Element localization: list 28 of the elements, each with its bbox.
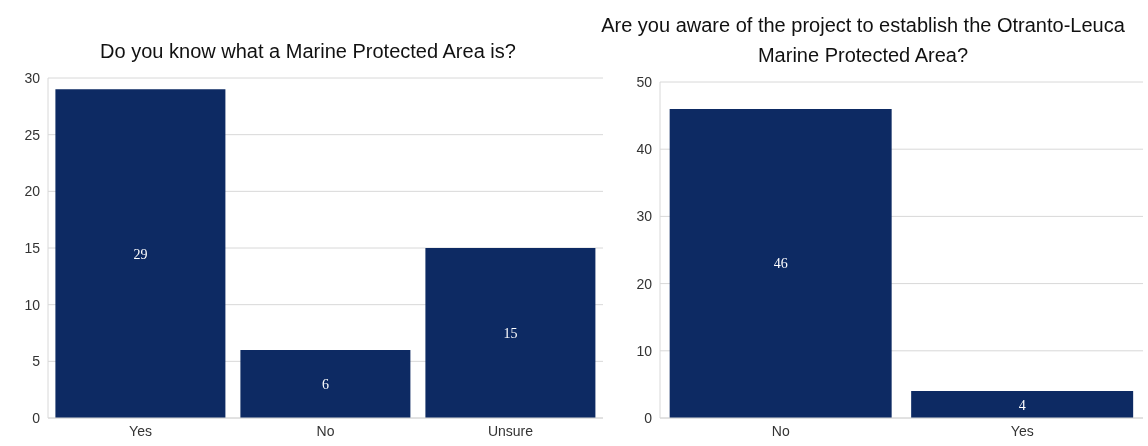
y-tick-label: 40 bbox=[636, 141, 653, 158]
x-tick-label: Yes bbox=[1010, 422, 1034, 439]
y-tick-label: 5 bbox=[32, 353, 41, 370]
y-tick-label: 30 bbox=[636, 208, 653, 225]
y-tick-label: 20 bbox=[24, 183, 41, 200]
x-tick-label: No bbox=[771, 422, 790, 439]
data-label: 6 bbox=[321, 376, 329, 392]
y-tick-label: 20 bbox=[636, 275, 653, 292]
x-tick-label: Unsure bbox=[487, 422, 534, 439]
data-label: 29 bbox=[133, 246, 148, 262]
y-tick-label: 50 bbox=[636, 73, 653, 90]
y-tick-label: 15 bbox=[24, 239, 41, 256]
bar bbox=[55, 89, 226, 418]
data-label: 4 bbox=[1018, 397, 1026, 413]
y-tick-label: 25 bbox=[24, 126, 41, 143]
y-tick-label: 30 bbox=[24, 69, 41, 86]
chart-title: Are you aware of the project to establish the Otranto-Leuca Marine Protected Area? bbox=[600, 13, 1126, 68]
y-tick-label: 0 bbox=[32, 409, 41, 426]
data-label: 15 bbox=[503, 325, 518, 341]
x-tick-label: Yes bbox=[129, 422, 152, 439]
y-tick-label: 10 bbox=[636, 342, 653, 359]
y-tick-label: 10 bbox=[24, 296, 41, 313]
y-tick-label: 0 bbox=[644, 409, 653, 426]
bar bbox=[425, 248, 596, 418]
data-label: 46 bbox=[773, 256, 788, 272]
x-tick-label: No bbox=[316, 422, 335, 439]
chart-title: Do you know what a Marine Protected Area is? bbox=[99, 39, 517, 64]
bar bbox=[240, 350, 411, 418]
